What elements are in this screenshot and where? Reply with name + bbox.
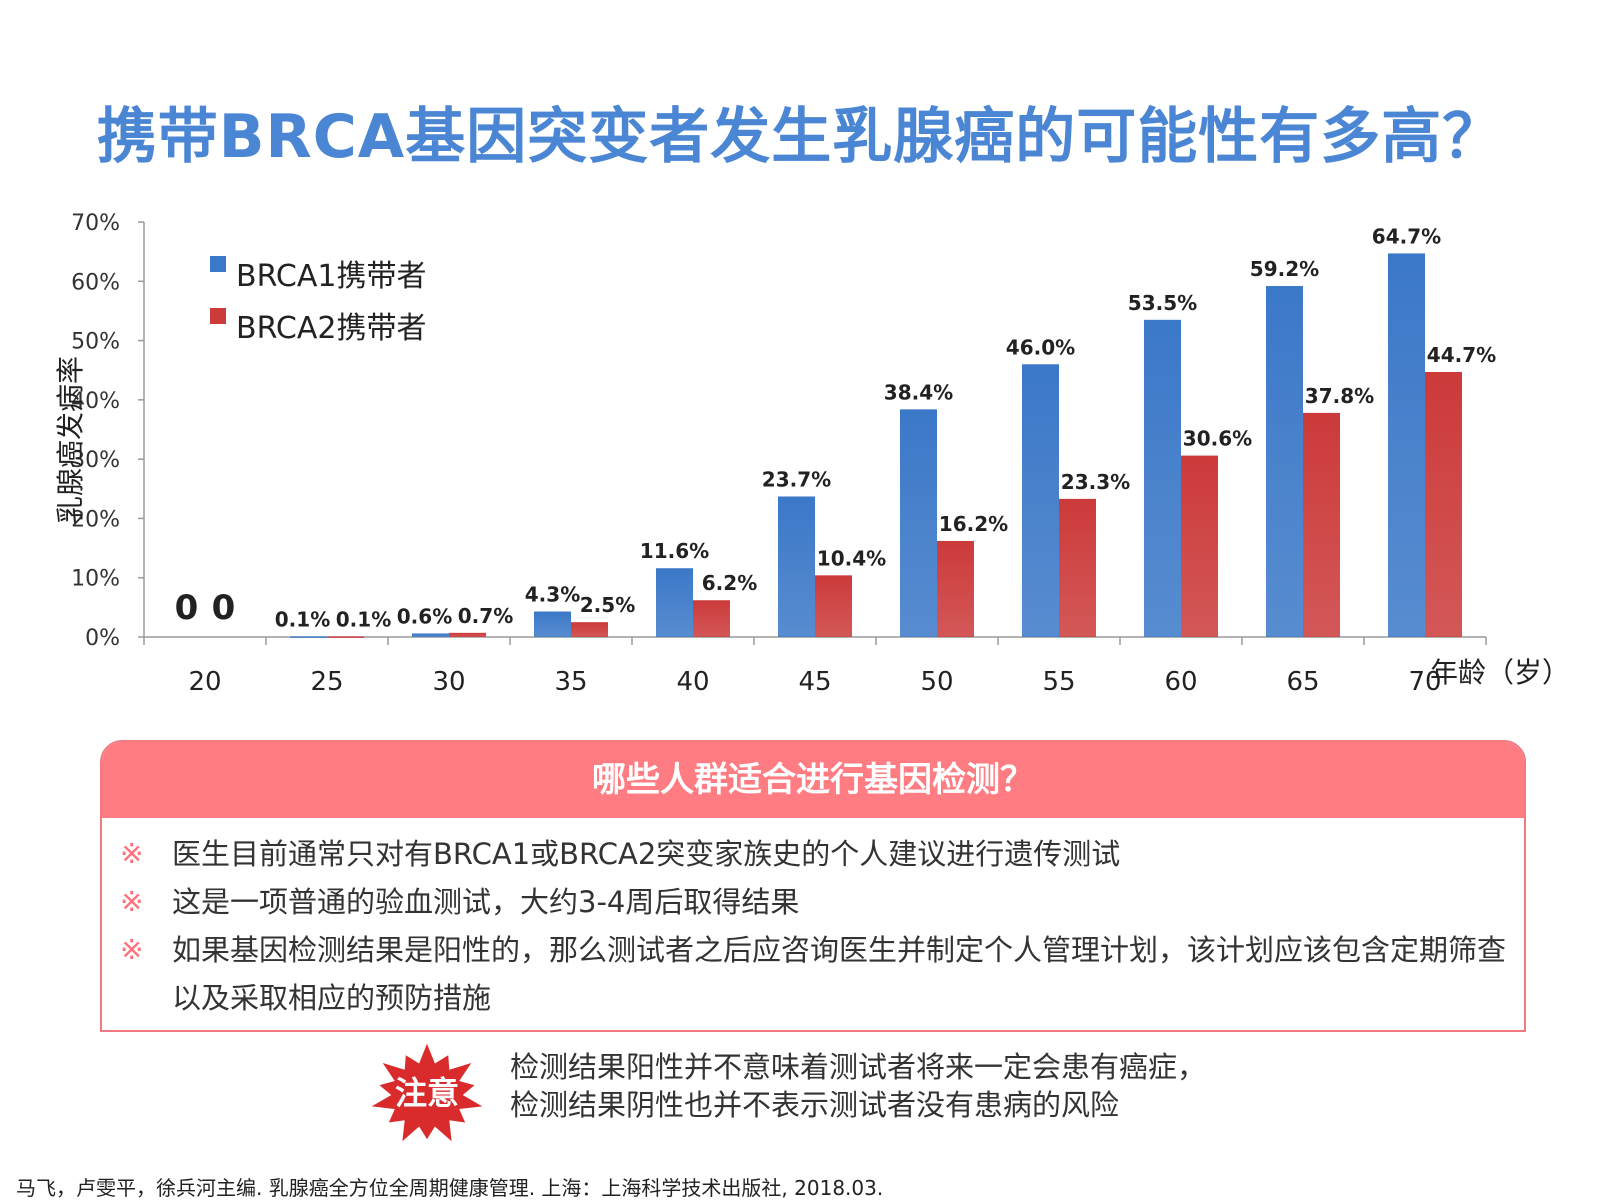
data-label-brca1: 64.7%: [1372, 224, 1441, 248]
bar-brca2: [815, 575, 852, 637]
x-tick-label: 60: [1164, 667, 1197, 697]
x-tick-label: 35: [554, 667, 587, 697]
note-line: 检测结果阴性也并不表示测试者没有患病的风险: [510, 1088, 1120, 1122]
legend-label-brca1: BRCA1携带者: [236, 259, 427, 294]
y-tick-label: 40%: [71, 389, 120, 414]
bar-brca1: [1144, 319, 1181, 637]
info-list: ※ 医生目前通常只对有BRCA1或BRCA2突变家族史的个人建议进行遗传测试 ※…: [102, 818, 1524, 1022]
info-item-text: 医生目前通常只对有BRCA1或BRCA2突变家族史的个人建议进行遗传测试: [172, 837, 1121, 871]
y-tick-label: 60%: [71, 270, 120, 295]
data-label-brca1: 0.6%: [397, 604, 452, 628]
bar-brca1: [1388, 253, 1425, 637]
data-label-brca1: 0.1%: [275, 607, 330, 631]
data-label-brca1: 46.0%: [1006, 335, 1075, 359]
x-tick-label: 70: [1408, 667, 1441, 697]
bar-brca1: [778, 496, 815, 637]
info-item-text: 如果基因检测结果是阳性的，那么测试者之后应咨询医生并制定个人管理计划，该计划应该…: [172, 933, 1507, 1015]
starburst-icon: [371, 1043, 483, 1142]
reference-citation: 马飞，卢雯平，徐兵河主编. 乳腺癌全方位全周期健康管理. 上海：上海科学技术出版…: [16, 1176, 884, 1200]
bar-brca2: [693, 600, 730, 637]
data-label-brca2: 30.6%: [1183, 427, 1252, 451]
page-title: 携带BRCA基因突变者发生乳腺癌的可能性有多高？: [96, 102, 1504, 172]
data-label-brca2: 16.2%: [939, 512, 1008, 536]
data-label-brca2: 37.8%: [1305, 384, 1374, 408]
x-tick-label: 65: [1286, 667, 1319, 697]
bar-brca1: [290, 636, 327, 638]
legend: BRCA1携带者 BRCA2携带者: [210, 256, 427, 346]
bullet-mark-icon: ※: [120, 837, 144, 870]
info-item: ※ 这是一项普通的验血测试，大约3-4周后取得结果: [102, 878, 1524, 926]
note-line: 检测结果阳性并不意味着测试者将来一定会患有癌症，: [510, 1050, 1207, 1084]
x-tick-label: 50: [920, 667, 953, 697]
legend-swatch-brca1: [210, 256, 226, 272]
note-area: 注意 检测结果阳性并不意味着测试者将来一定会患有癌症， 检测结果阴性也并不表示测…: [364, 1040, 1284, 1150]
x-axis: 20 25 30 35 40 45 50 55 60 65 70: [143, 636, 1487, 697]
data-label-brca2: 10.4%: [817, 546, 886, 570]
bar-brca2: [449, 632, 486, 637]
data-label-brca1: 59.2%: [1250, 257, 1319, 281]
bar-brca2: [571, 622, 608, 637]
y-axis: 0% 10% 20% 30% 40% 50% 60% 70%: [71, 211, 145, 651]
x-tick-label: 25: [310, 667, 343, 697]
info-item: ※ 如果基因检测结果是阳性的，那么测试者之后应咨询医生并制定个人管理计划，该计划…: [102, 926, 1524, 1022]
data-label-brca2: 23.3%: [1061, 470, 1130, 494]
bar-brca2: [1303, 412, 1340, 637]
bar-brca1: [1022, 364, 1059, 637]
data-label-brca1: 0: [175, 588, 199, 628]
info-header: 哪些人群适合进行基因检测？: [102, 742, 1524, 818]
y-tick-label: 30%: [71, 448, 120, 473]
data-label-brca1: 23.7%: [762, 467, 831, 491]
data-label-brca2: 6.2%: [702, 571, 757, 595]
bar-brca2: [1425, 371, 1462, 637]
data-label-brca1: 38.4%: [884, 380, 953, 404]
bar-brca2: [1059, 498, 1096, 637]
data-label-brca2: 0.7%: [458, 604, 513, 628]
data-label-brca1: 4.3%: [525, 583, 580, 607]
bullet-mark-icon: ※: [120, 933, 144, 966]
legend-label-brca2: BRCA2携带者: [236, 311, 427, 346]
data-label-brca1: 53.5%: [1128, 291, 1197, 315]
x-tick-label: 40: [676, 667, 709, 697]
bar-brca1: [656, 568, 693, 637]
bar-brca2: [937, 540, 974, 637]
info-item: ※ 医生目前通常只对有BRCA1或BRCA2突变家族史的个人建议进行遗传测试: [102, 830, 1524, 878]
y-tick-label: 0%: [85, 626, 120, 651]
x-tick-label: 20: [188, 667, 221, 697]
y-tick-label: 50%: [71, 330, 120, 355]
x-tick-label: 55: [1042, 667, 1075, 697]
bar-brca1: [900, 409, 937, 637]
note-text: 检测结果阳性并不意味着测试者将来一定会患有癌症， 检测结果阴性也并不表示测试者没…: [510, 1048, 1280, 1124]
bullet-mark-icon: ※: [120, 885, 144, 918]
bar-brca1: [1266, 286, 1303, 637]
info-item-text: 这是一项普通的验血测试，大约3-4周后取得结果: [172, 885, 800, 919]
x-axis-title: 年龄（岁）: [1430, 656, 1570, 689]
data-labels: 0 0 0.1% 0.1% 0.6% 0.7%4.3% 2.5%11.6%6.2%23.7%…: [175, 224, 1497, 631]
bar-brca2: [327, 636, 364, 638]
y-tick-label: 20%: [71, 507, 120, 532]
x-tick-label: 30: [432, 667, 465, 697]
y-tick-label: 70%: [71, 211, 120, 236]
data-label-brca2: 0: [212, 588, 236, 628]
legend-swatch-brca2: [210, 308, 226, 324]
bar-brca2: [1181, 455, 1218, 637]
data-label-brca1: 11.6%: [640, 539, 709, 563]
x-tick-label: 45: [798, 667, 831, 697]
bars: [290, 253, 1462, 638]
bar-brca1: [534, 611, 571, 637]
info-box: 哪些人群适合进行基因检测？ ※ 医生目前通常只对有BRCA1或BRCA2突变家族…: [100, 740, 1526, 1032]
y-tick-label: 10%: [71, 567, 120, 592]
note-label: 注意: [394, 1074, 459, 1112]
bar-chart: 0% 10% 20% 30% 40% 50% 60% 70% 20 25 30 35 40 45 50 55…: [54, 211, 1570, 697]
data-label-brca2: 2.5%: [580, 593, 635, 617]
bar-brca1: [412, 633, 449, 637]
y-axis-title: 乳腺癌发病率: [54, 356, 87, 524]
data-label-brca2: 44.7%: [1427, 343, 1496, 367]
data-label-brca2: 0.1%: [336, 607, 391, 631]
